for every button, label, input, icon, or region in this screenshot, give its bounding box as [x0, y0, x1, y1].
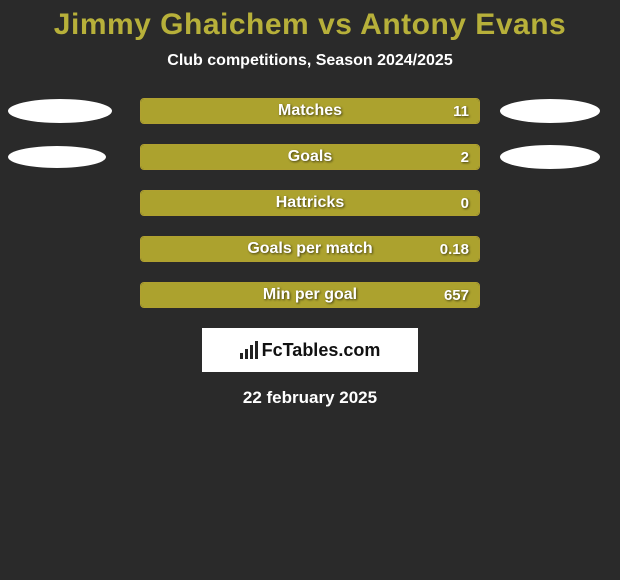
stat-row: Goals per match0.18 — [0, 236, 620, 262]
stat-row: Goals2 — [0, 144, 620, 170]
stats-area: Matches11 Goals2 Hattricks0 Goals per match… — [0, 98, 620, 308]
stat-row: Min per goal657 — [0, 282, 620, 308]
stat-label: Matches — [141, 102, 479, 120]
comparison-card: Jimmy Ghaichem vs Antony Evans Club comp… — [0, 0, 620, 408]
stat-bar: Goals2 — [140, 144, 480, 170]
stat-value: 11 — [453, 103, 469, 120]
stat-value: 0 — [461, 195, 469, 212]
date-text: 22 february 2025 — [0, 388, 620, 408]
stat-bar: Goals per match0.18 — [140, 236, 480, 262]
page-title: Jimmy Ghaichem vs Antony Evans — [0, 8, 620, 42]
stat-value: 657 — [444, 287, 469, 304]
stat-label: Goals — [141, 148, 479, 166]
stat-bar: Min per goal657 — [140, 282, 480, 308]
stat-label: Hattricks — [141, 194, 479, 212]
player-left-ellipse — [8, 146, 106, 168]
player-right-ellipse — [500, 99, 600, 123]
brand-box[interactable]: FcTables.com — [202, 328, 418, 372]
stat-bar: Matches11 — [140, 98, 480, 124]
stat-row: Matches11 — [0, 98, 620, 124]
stat-value: 2 — [461, 149, 469, 166]
player-left-ellipse — [8, 99, 112, 123]
brand-text: FcTables.com — [262, 340, 381, 361]
bar-chart-icon — [240, 341, 258, 359]
player-right-ellipse — [500, 145, 600, 169]
subtitle: Club competitions, Season 2024/2025 — [0, 52, 620, 70]
stat-value: 0.18 — [440, 241, 469, 258]
stat-label: Goals per match — [141, 240, 479, 258]
stat-row: Hattricks0 — [0, 190, 620, 216]
stat-label: Min per goal — [141, 286, 479, 304]
stat-bar: Hattricks0 — [140, 190, 480, 216]
